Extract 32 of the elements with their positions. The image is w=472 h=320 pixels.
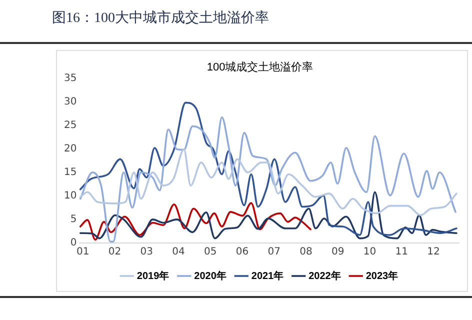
legend-label: 2023年	[366, 270, 398, 282]
y-tick-label: 30	[64, 96, 77, 108]
x-tick-label: 04	[172, 246, 185, 258]
chart-subtitle: 100城成交土地溢价率	[206, 60, 314, 74]
legend-label: 2022年	[308, 270, 341, 282]
x-tick-label: 08	[300, 246, 312, 258]
legend-label: 2019年	[136, 270, 170, 282]
line-series	[79, 191, 458, 240]
y-tick-label: 15	[64, 166, 77, 178]
line-series	[79, 202, 312, 241]
x-tick-label: 02	[108, 246, 122, 258]
y-tick-label: 35	[64, 72, 77, 84]
y-tick-label: 20	[64, 143, 77, 154]
x-tick-label: 05	[204, 246, 217, 258]
legend-label: 2020年	[194, 270, 226, 282]
x-tick-label: 03	[140, 246, 154, 258]
line-series	[79, 102, 458, 236]
y-tick-label: 0	[70, 238, 77, 249]
line-series	[79, 148, 458, 216]
x-tick-label: 10	[363, 246, 376, 258]
x-tick-label: 09	[332, 246, 344, 258]
x-tick-label: 01	[76, 246, 90, 258]
x-tick-label: 07	[268, 246, 281, 258]
y-tick-label: 5	[70, 214, 77, 226]
legend-label: 2021年	[251, 270, 284, 282]
chart-title: 图16：100大中城市成交土地溢价率	[52, 9, 269, 27]
y-tick-label: 10	[64, 190, 77, 202]
x-tick-label: 06	[236, 246, 249, 258]
line-series	[79, 116, 456, 242]
y-tick-label: 25	[64, 120, 77, 131]
x-tick-label: 12	[427, 246, 440, 258]
x-tick-label: 11	[395, 246, 408, 258]
